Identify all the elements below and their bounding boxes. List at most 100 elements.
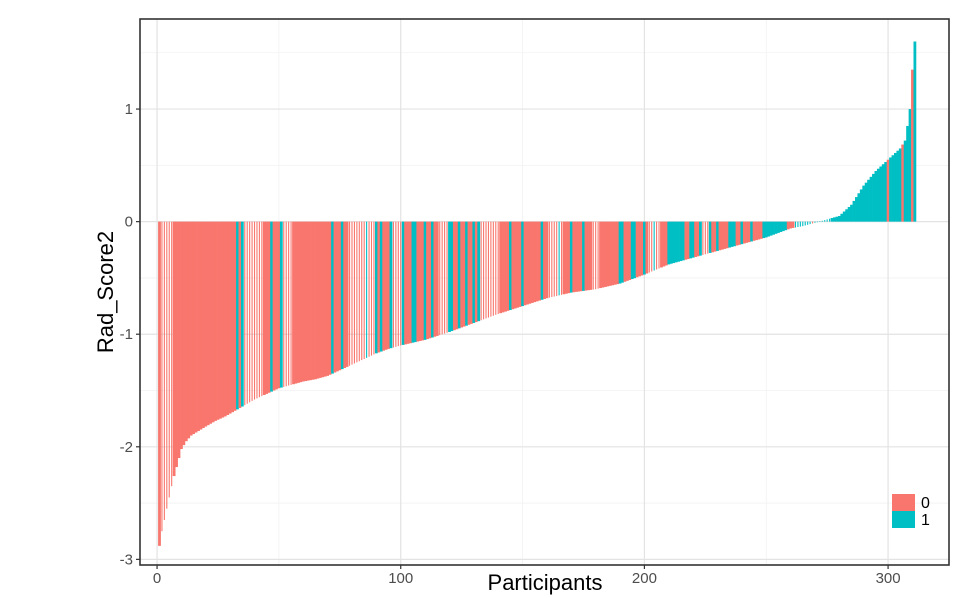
bar-participant-231: [718, 221, 722, 251]
bar-participant-238: [735, 221, 739, 246]
bar-participant-119: [446, 221, 448, 333]
bar-participant-190: [618, 221, 622, 284]
bar-participant-269: [811, 221, 814, 224]
bar-participant-150: [521, 221, 524, 307]
bar-participant-154: [530, 221, 534, 303]
bar-participant-244: [750, 221, 754, 242]
bar-participant-281: [840, 213, 844, 222]
bar-participant-126: [462, 221, 466, 327]
bar-participant-253: [772, 221, 775, 235]
bar-participant-134: [483, 221, 485, 320]
bar-participant-15: [192, 221, 196, 435]
bar-participant-139: [495, 221, 497, 315]
bar-participant-213: [674, 221, 678, 263]
bar-participant-47: [270, 221, 273, 392]
legend-key-0: [892, 494, 915, 511]
bar-participant-186: [608, 221, 612, 286]
bar-participant-301: [889, 157, 892, 222]
bar-participant-247: [757, 221, 761, 240]
bar-participant-232: [720, 221, 724, 250]
bar-participant-136: [487, 221, 490, 318]
bar-participant-207: [660, 221, 663, 268]
bar-participant-35: [240, 221, 244, 407]
bar-participant-117: [441, 221, 443, 335]
bar-participant-204: [653, 221, 655, 271]
bar-participant-162: [551, 221, 553, 298]
bar-participant-91: [377, 221, 381, 353]
bar-participant-145: [508, 221, 512, 311]
bar-participant-254: [774, 221, 778, 234]
bar-participant-191: [621, 221, 624, 283]
bar-participant-22: [209, 221, 213, 424]
bar-participant-262: [794, 221, 797, 228]
bar-participant-25: [216, 221, 220, 420]
bar-participant-84: [361, 221, 363, 361]
bar-participant-200: [643, 221, 646, 275]
bar-participant-50: [277, 221, 281, 389]
bar-participant-124: [457, 221, 461, 329]
bar-participant-112: [428, 221, 432, 339]
bar-participant-297: [879, 166, 883, 222]
bar-participant-198: [638, 221, 641, 277]
bar-participant-100: [400, 221, 402, 346]
bar-participant-59: [299, 221, 303, 383]
bar-participant-96: [389, 221, 393, 349]
bar-participant-236: [730, 221, 734, 247]
bar-participant-18: [199, 221, 203, 430]
bar-participant-113: [431, 221, 434, 338]
bar-participant-148: [516, 221, 520, 308]
bar-participant-255: [777, 221, 780, 233]
bar-participant-1: [158, 221, 161, 546]
bar-participant-3: [163, 221, 165, 520]
y-tick-label: -1: [120, 326, 133, 343]
bar-participant-234: [725, 221, 729, 249]
legend-label-0: 0: [921, 495, 930, 512]
bar-participant-31: [231, 221, 234, 413]
bar-participant-221: [694, 221, 697, 257]
bar-participant-5: [168, 221, 170, 498]
bar-participant-283: [845, 209, 849, 222]
bar-participant-53: [285, 221, 287, 387]
bar-participant-43: [261, 221, 263, 397]
bar-participant-193: [625, 221, 629, 281]
bar-participant-306: [901, 144, 905, 222]
bar-participant-28: [223, 221, 227, 417]
bar-participant-62: [306, 221, 310, 381]
bar-participant-241: [742, 221, 746, 244]
bar-participant-10: [180, 221, 183, 450]
bar-participant-157: [538, 221, 542, 301]
bar-participant-80: [351, 221, 353, 365]
bar-participant-298: [881, 164, 885, 222]
bar-participant-107: [416, 221, 420, 342]
bar-participant-32: [233, 221, 237, 411]
bar-participant-44: [262, 221, 266, 396]
bar-participant-179: [592, 221, 594, 290]
bar-participant-106: [413, 221, 417, 343]
bar-participant-56: [292, 221, 295, 385]
bar-participant-237: [733, 221, 736, 247]
bar-participant-67: [318, 221, 322, 378]
legend-label-1: 1: [921, 512, 930, 529]
bar-participant-102: [404, 221, 407, 345]
bar-participant-164: [556, 221, 558, 296]
bar-participant-48: [272, 221, 276, 391]
bar-participant-178: [589, 221, 593, 290]
bar-participant-95: [387, 221, 390, 349]
bar-participant-147: [513, 221, 517, 309]
bar-participant-14: [189, 221, 193, 436]
bar-participant-264: [799, 221, 801, 227]
bar-participant-171: [572, 221, 576, 293]
bar-participant-175: [582, 221, 585, 291]
bar-participant-183: [601, 221, 605, 288]
bar-participant-71: [328, 221, 332, 375]
bar-participant-302: [891, 155, 895, 222]
bar-participant-63: [309, 221, 312, 381]
bar-participant-187: [611, 221, 615, 286]
bar-participant-291: [864, 182, 868, 222]
bar-participant-133: [480, 221, 482, 321]
bar-participant-151: [523, 221, 527, 306]
bar-participant-239: [738, 221, 741, 245]
x-tick-label: 100: [388, 570, 413, 587]
x-axis-title: Participants: [488, 570, 603, 595]
